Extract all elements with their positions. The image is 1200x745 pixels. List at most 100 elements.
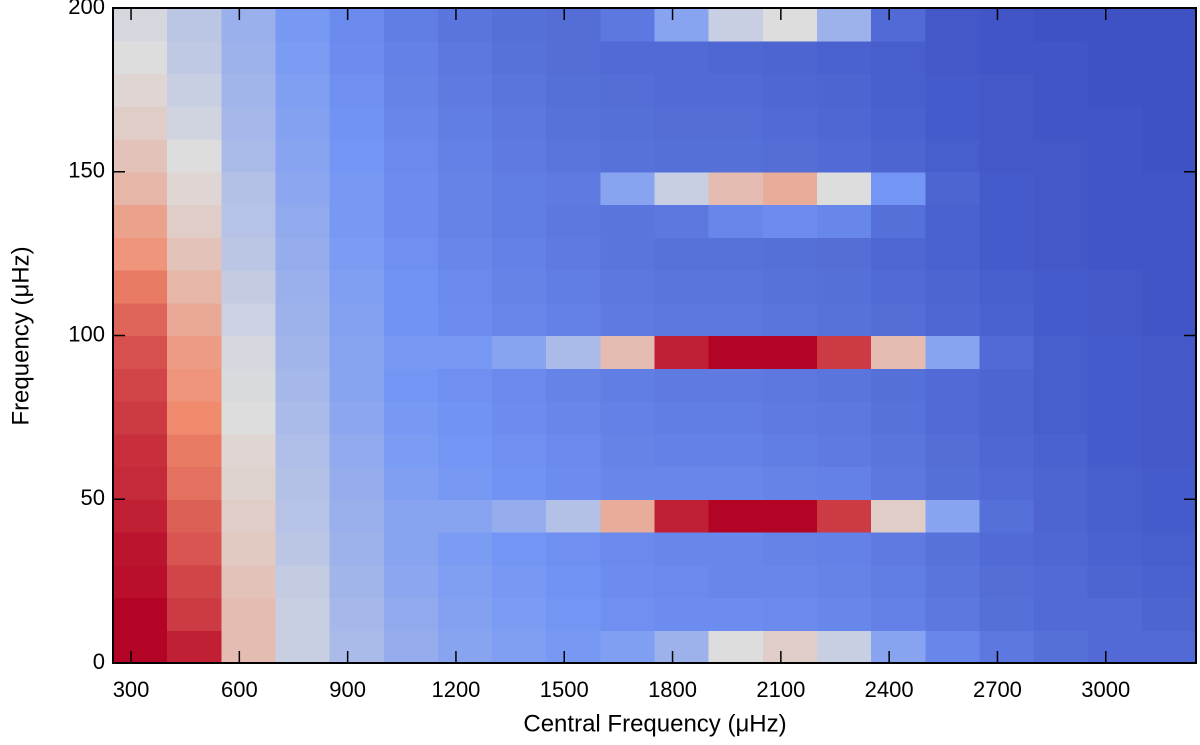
heatmap-cell [546, 204, 601, 238]
heatmap-cell [221, 139, 276, 173]
heatmap-cell [221, 8, 276, 42]
heatmap-cell [708, 564, 764, 598]
heatmap-cell [762, 368, 818, 402]
heatmap-cell [492, 466, 547, 500]
heatmap-cell [1087, 40, 1143, 74]
heatmap-cell [1087, 237, 1143, 271]
heatmap-cell [437, 302, 493, 336]
heatmap-cell [979, 139, 1035, 173]
heatmap-cell [492, 564, 547, 598]
y-tick-label: 50 [81, 485, 105, 510]
heatmap-cell [1141, 270, 1197, 304]
heatmap-cell [492, 106, 547, 140]
heatmap-cell [546, 368, 601, 402]
heatmap-cell [979, 40, 1035, 74]
x-tick-label: 2400 [865, 677, 914, 702]
heatmap-cell [925, 204, 980, 238]
heatmap-cell [925, 40, 980, 74]
x-tick-label: 1200 [431, 677, 480, 702]
heatmap-cell [762, 401, 818, 435]
heatmap-cell [1087, 270, 1143, 304]
heatmap-cell [1141, 171, 1197, 205]
heatmap-cell [762, 433, 818, 467]
heatmap-cell [979, 630, 1035, 664]
heatmap-cell [167, 204, 222, 238]
heatmap-cell [708, 40, 764, 74]
heatmap-cell [871, 564, 926, 598]
heatmap-cell [492, 302, 547, 336]
heatmap-cell [546, 73, 601, 107]
heatmap-cell [1033, 171, 1089, 205]
heatmap-cell [1033, 532, 1089, 566]
heatmap-cell [492, 171, 547, 205]
heatmap-cell [1087, 368, 1143, 402]
heatmap-cell [383, 499, 439, 533]
heatmap-cell [1087, 499, 1143, 533]
heatmap-cell [979, 204, 1035, 238]
heatmap-cell [437, 630, 493, 664]
heatmap-cell [1087, 466, 1143, 500]
heatmap-cell [492, 499, 547, 533]
heatmap-cell [871, 204, 926, 238]
heatmap-cell [167, 499, 222, 533]
heatmap-cell [546, 499, 601, 533]
heatmap-cell [1087, 532, 1143, 566]
heatmap-cell [708, 433, 764, 467]
x-tick-label: 300 [113, 677, 150, 702]
heatmap-cell [113, 597, 168, 631]
heatmap-cell [329, 564, 385, 598]
heatmap-cell [546, 302, 601, 336]
heatmap-cell [816, 597, 872, 631]
heatmap-cell [167, 171, 222, 205]
heatmap-cell [1033, 564, 1089, 598]
heatmap-cell [871, 499, 926, 533]
heatmap-cell [492, 433, 547, 467]
heatmap-cell [113, 564, 168, 598]
heatmap-cell [600, 532, 655, 566]
heatmap-cell [275, 8, 331, 42]
heatmap-cell [654, 237, 710, 271]
heatmap-cell [708, 171, 764, 205]
heatmap-cell [437, 466, 493, 500]
heatmap-cell [925, 73, 980, 107]
x-axis-label: Central Frequency (μHz) [523, 710, 786, 737]
heatmap-cell [383, 401, 439, 435]
heatmap-cell [167, 40, 222, 74]
heatmap-cell [113, 433, 168, 467]
heatmap-cell [654, 106, 710, 140]
heatmap-cell [329, 597, 385, 631]
heatmap-cell [546, 532, 601, 566]
heatmap-cell [979, 401, 1035, 435]
heatmap-cell [167, 106, 222, 140]
heatmap-cell [329, 237, 385, 271]
heatmap-cell [275, 335, 331, 369]
heatmap-cell [113, 630, 168, 664]
heatmap-cell [816, 8, 872, 42]
heatmap-cell [979, 499, 1035, 533]
heatmap-cell [1087, 401, 1143, 435]
heatmap-cell [600, 171, 655, 205]
heatmap-cell [979, 597, 1035, 631]
heatmap-cell [221, 335, 276, 369]
heatmap-cell [113, 335, 168, 369]
heatmap-cell [1033, 597, 1089, 631]
heatmap-cell [383, 597, 439, 631]
heatmap-cell [329, 433, 385, 467]
heatmap-cell [167, 302, 222, 336]
heatmap-cell [492, 139, 547, 173]
heatmap-cell [437, 237, 493, 271]
heatmap-cell [816, 171, 872, 205]
x-tick-label: 1500 [540, 677, 589, 702]
heatmap-cell [546, 630, 601, 664]
heatmap-cell [708, 8, 764, 42]
heatmap-cell [816, 368, 872, 402]
heatmap-cell [221, 106, 276, 140]
heatmap-cell [708, 237, 764, 271]
heatmap-cell [329, 106, 385, 140]
heatmap-cell [925, 270, 980, 304]
heatmap-cell [437, 368, 493, 402]
y-tick-label: 200 [68, 0, 105, 19]
heatmap-cell [1141, 237, 1197, 271]
heatmap-cell [816, 401, 872, 435]
heatmap-cell [275, 532, 331, 566]
